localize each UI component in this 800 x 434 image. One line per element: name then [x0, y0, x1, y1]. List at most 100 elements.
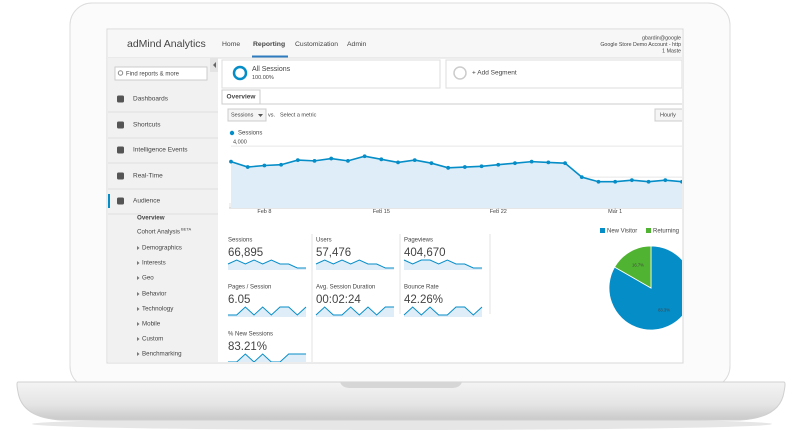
nav-icon	[117, 172, 124, 180]
sparkline-area	[404, 260, 482, 270]
sparkline	[227, 259, 306, 269]
metric-label: % New Sessions	[228, 332, 273, 338]
point	[329, 156, 334, 161]
metric-label: Pages / Session	[228, 285, 271, 291]
dropdown-arrow	[258, 114, 263, 117]
sparkline	[228, 306, 307, 316]
metric-label: Sessions	[228, 238, 252, 244]
nav-tab[interactable]: Admin	[347, 41, 366, 48]
beta-tag: BETA	[181, 227, 191, 232]
metric-value: 83.21%	[228, 341, 267, 353]
point	[396, 160, 400, 165]
line	[230, 155, 682, 183]
segment-add[interactable]	[445, 59, 682, 89]
nav-icon	[117, 121, 124, 129]
interval-button[interactable]	[654, 108, 687, 122]
point	[312, 158, 317, 163]
point	[596, 179, 601, 184]
expand-arrow	[137, 322, 140, 326]
metric-value: 404,670	[404, 247, 446, 259]
audience-item[interactable]: Mobile	[142, 321, 161, 328]
nav-tab[interactable]: Customization	[295, 41, 338, 48]
toggle-arrow	[213, 62, 216, 68]
audience-item[interactable]: Geo	[142, 275, 154, 282]
legend-swatch	[646, 228, 651, 233]
laptop-base	[16, 381, 786, 421]
point	[245, 165, 250, 169]
sidebar-item[interactable]: Intelligence Events	[133, 147, 188, 154]
account-info: 1 Maste	[662, 48, 681, 54]
expand-arrow	[137, 276, 140, 280]
audience-item[interactable]: Technology	[142, 306, 174, 313]
metric-value: 66,895	[228, 247, 263, 259]
sidebar-item[interactable]: Audience	[133, 198, 160, 205]
audience-item[interactable]: Behavior	[142, 291, 166, 298]
point	[262, 163, 267, 168]
search-box[interactable]	[114, 66, 208, 81]
tab[interactable]	[221, 89, 261, 105]
metric-value: 00:02:24	[316, 294, 361, 306]
nav-tab[interactable]: Reporting	[253, 41, 285, 48]
audience-item[interactable]: Interests	[142, 260, 166, 267]
point	[379, 157, 384, 162]
sparkline	[315, 306, 394, 316]
point	[663, 178, 668, 183]
x-tick-label: Feb 22	[490, 209, 507, 215]
segment-share: 100.00%	[252, 75, 274, 81]
sparkline	[403, 259, 482, 269]
sparkline-area	[316, 260, 394, 270]
sidebar-item[interactable]: Shortcuts	[133, 122, 161, 129]
metric-label: Pageviews	[404, 238, 433, 244]
sidebar-item[interactable]: Dashboards	[133, 96, 169, 103]
legend-swatch	[600, 228, 605, 233]
point	[680, 179, 682, 184]
pie-label: 83.3%	[658, 308, 670, 313]
select-metric[interactable]: Select a metric	[280, 112, 317, 118]
legend-label: Sessions	[238, 131, 262, 137]
sparkline	[228, 353, 306, 362]
audience-item[interactable]: Overview	[137, 215, 165, 222]
segment-add-icon	[453, 66, 467, 80]
point	[646, 179, 651, 184]
audience-item[interactable]: Custom	[142, 336, 163, 343]
metric-value: 57,476	[316, 247, 351, 259]
pie-slice	[608, 245, 682, 331]
segment-active[interactable]	[221, 59, 441, 89]
segment-icon	[232, 65, 248, 81]
screen-content: adMind Analytics Home Reporting Customizati…	[108, 30, 687, 362]
audience-item[interactable]: Cohort Analysis	[137, 229, 180, 236]
sparkline	[403, 306, 483, 316]
vs-label: vs.	[268, 112, 276, 118]
interval[interactable]: Hourly	[660, 112, 676, 118]
y-tick-label: 4,000	[233, 140, 247, 146]
metric-select: Sessions	[231, 112, 254, 118]
brand: adMind Analytics	[127, 38, 206, 50]
pie-label: 16.7%	[632, 263, 644, 268]
expand-arrow	[137, 246, 140, 250]
metric-dropdown[interactable]	[227, 108, 267, 122]
point	[412, 158, 417, 162]
nav-tab[interactable]: Home	[222, 41, 240, 48]
tab-label[interactable]: Overview	[227, 94, 257, 101]
x-tick-label: Feb 15	[373, 209, 390, 215]
expand-arrow	[137, 292, 140, 296]
area	[231, 156, 682, 208]
account-info: Google Store Demo Account - http	[600, 42, 681, 48]
nav-icon	[117, 95, 124, 103]
add-segment[interactable]: + Add Segment	[472, 70, 517, 77]
point	[629, 178, 634, 183]
account-info: gbardin@google	[642, 35, 681, 41]
point	[513, 161, 517, 166]
expand-arrow	[137, 352, 140, 356]
audience-item[interactable]: Demographics	[142, 245, 182, 252]
header-bar	[108, 30, 682, 58]
search-placeholder: Find reports & more	[126, 72, 180, 78]
laptop-notch	[340, 382, 462, 388]
point	[295, 158, 300, 162]
sidebar-item[interactable]: Real-Time	[133, 173, 163, 180]
point	[279, 162, 284, 167]
audience-item[interactable]: Benchmarking	[142, 351, 182, 358]
nav-icon	[117, 146, 124, 154]
sparkline	[315, 259, 394, 269]
